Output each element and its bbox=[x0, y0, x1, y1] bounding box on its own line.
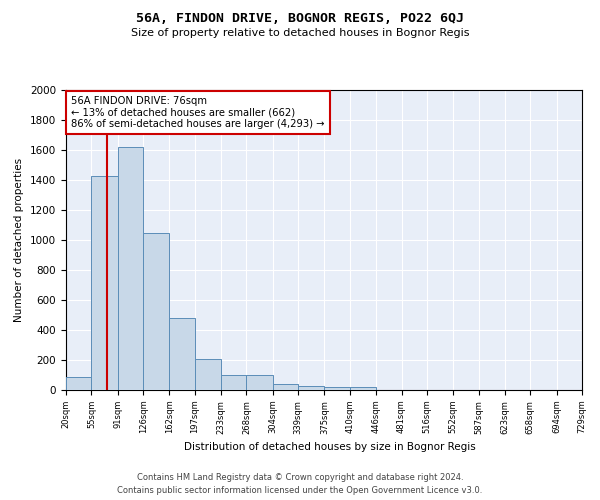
Bar bbox=[169, 318, 195, 390]
Bar bbox=[298, 386, 325, 390]
Bar bbox=[195, 359, 221, 390]
Bar bbox=[325, 387, 350, 390]
Bar bbox=[272, 384, 298, 390]
Text: Distribution of detached houses by size in Bognor Regis: Distribution of detached houses by size … bbox=[184, 442, 476, 452]
Y-axis label: Number of detached properties: Number of detached properties bbox=[14, 158, 25, 322]
Bar bbox=[221, 375, 247, 390]
Text: Size of property relative to detached houses in Bognor Regis: Size of property relative to detached ho… bbox=[131, 28, 469, 38]
Text: 56A FINDON DRIVE: 76sqm
← 13% of detached houses are smaller (662)
86% of semi-d: 56A FINDON DRIVE: 76sqm ← 13% of detache… bbox=[71, 96, 325, 129]
Bar bbox=[247, 375, 272, 390]
Text: Contains HM Land Registry data © Crown copyright and database right 2024.
Contai: Contains HM Land Registry data © Crown c… bbox=[118, 474, 482, 495]
Text: 56A, FINDON DRIVE, BOGNOR REGIS, PO22 6QJ: 56A, FINDON DRIVE, BOGNOR REGIS, PO22 6Q… bbox=[136, 12, 464, 26]
Bar bbox=[91, 176, 118, 390]
Bar bbox=[66, 377, 91, 390]
Bar bbox=[350, 387, 376, 390]
Bar bbox=[118, 147, 143, 390]
Bar bbox=[143, 232, 169, 390]
